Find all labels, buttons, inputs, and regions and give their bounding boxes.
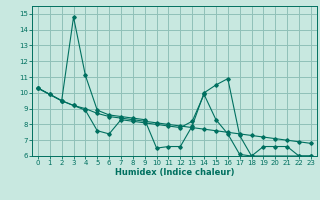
X-axis label: Humidex (Indice chaleur): Humidex (Indice chaleur) (115, 168, 234, 177)
